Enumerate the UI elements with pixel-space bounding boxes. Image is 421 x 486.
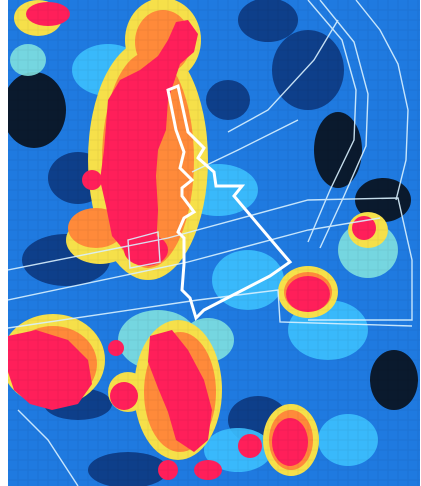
corridor-line-1 [307,0,357,243]
parcel-outline-2 [8,217,381,301]
parcel-outline-3 [8,289,413,329]
hotspots [8,2,376,480]
heatmap-canvas[interactable] [8,0,420,486]
corridor-line-3 [355,0,409,201]
heatmap-map[interactable] [8,0,420,486]
highlighted-parcel[interactable] [166,83,293,321]
parcel-outline-5 [227,19,339,133]
parcel-outline-1 [8,197,413,321]
parcel-outline-4 [17,409,79,486]
boundary-outlines [8,0,413,486]
parcel-outline-7 [127,231,161,269]
corridor-line-2 [319,0,369,249]
